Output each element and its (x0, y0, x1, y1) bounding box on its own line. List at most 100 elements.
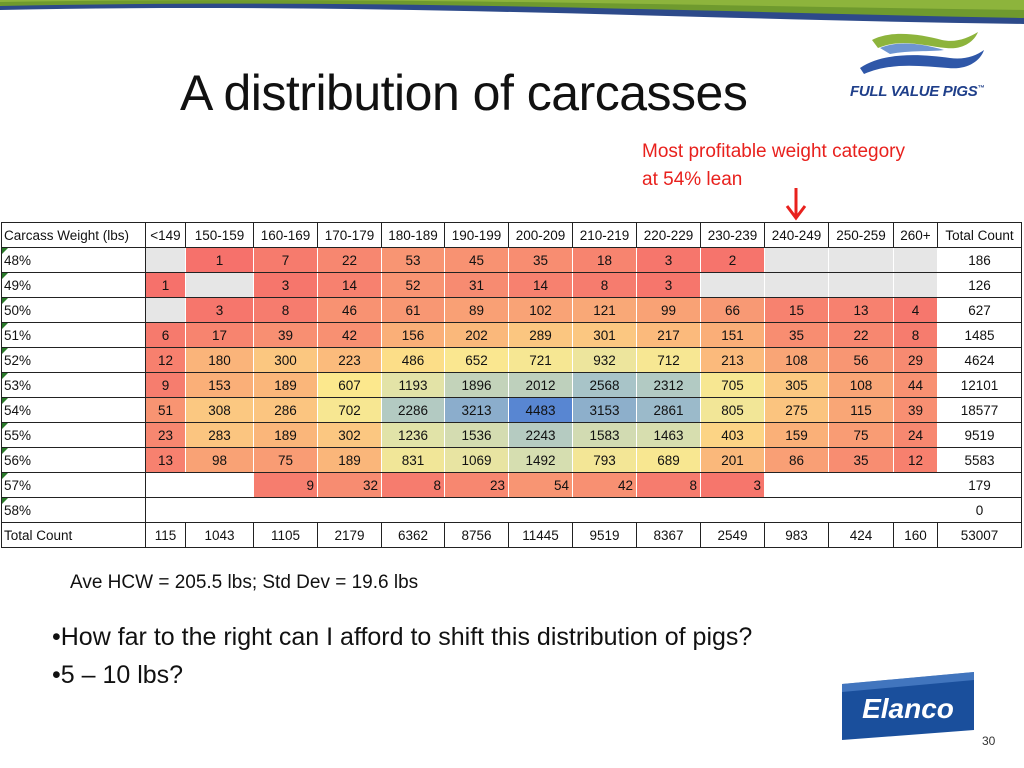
column-header: 230-239 (700, 222, 765, 248)
table-cell: 302 (317, 422, 382, 448)
column-header: 180-189 (381, 222, 445, 248)
table-cell: 35 (828, 447, 894, 473)
table-cell: 22 (828, 322, 894, 348)
table-cell: 156 (381, 322, 445, 348)
column-header: 210-219 (572, 222, 637, 248)
table-row: 52% 12 180 300 223 486 652 721 932 712 213 108 56 29 4… (1, 347, 1022, 373)
table-cell (317, 497, 382, 523)
page-title: A distribution of carcasses (180, 65, 748, 121)
table-cell: 18 (572, 247, 637, 273)
table-cell: 75 (828, 422, 894, 448)
table-cell: 13 (828, 297, 894, 323)
table-cell (828, 247, 894, 273)
table-cell: 275 (764, 397, 829, 423)
table-cell: 54 (508, 472, 573, 498)
column-header: 170-179 (317, 222, 382, 248)
column-total: 424 (828, 522, 894, 548)
table-cell (893, 472, 938, 498)
elanco-logo: Elanco (842, 672, 974, 740)
table-cell: 51 (145, 397, 186, 423)
table-row: 58% 0 (1, 497, 1022, 523)
table-cell (893, 247, 938, 273)
bullet-item: •How far to the right can I afford to sh… (52, 623, 753, 651)
table-cell: 1492 (508, 447, 573, 473)
table-cell: 52 (381, 272, 445, 298)
table-cell: 289 (508, 322, 573, 348)
table-cell: 108 (764, 347, 829, 373)
table-row: 54% 51 308 286 702 2286 3213 4483 3153 2861 805 275… (1, 397, 1022, 423)
callout-note: Most profitable weight category at 54% l… (642, 138, 905, 194)
table-cell (636, 497, 701, 523)
table-cell: 2012 (508, 372, 573, 398)
table-cell: 39 (893, 397, 938, 423)
row-label: 52% (1, 347, 146, 373)
row-total: 0 (937, 497, 1022, 523)
table-cell: 283 (185, 422, 254, 448)
table-cell: 86 (764, 447, 829, 473)
table-cell: 2861 (636, 397, 701, 423)
table-cell: 8 (381, 472, 445, 498)
table-cell: 189 (253, 372, 318, 398)
table-cell (700, 272, 765, 298)
table-cell: 607 (317, 372, 382, 398)
table-cell: 56 (828, 347, 894, 373)
table-cell: 66 (700, 297, 765, 323)
table-cell: 805 (700, 397, 765, 423)
table-cell: 39 (253, 322, 318, 348)
table-cell: 201 (700, 447, 765, 473)
table-cell (893, 272, 938, 298)
table-cell: 1536 (444, 422, 509, 448)
table-cell: 308 (185, 397, 254, 423)
table-cell: 53 (381, 247, 445, 273)
row-label: 50% (1, 297, 146, 323)
table-cell: 9 (253, 472, 318, 498)
table-cell: 99 (636, 297, 701, 323)
table-cell: 89 (444, 297, 509, 323)
table-cell: 6 (145, 322, 186, 348)
row-label: 49% (1, 272, 146, 298)
table-cell: 3 (636, 272, 701, 298)
table-cell (185, 497, 254, 523)
table-cell: 286 (253, 397, 318, 423)
table-cell: 1583 (572, 422, 637, 448)
table-cell: 3153 (572, 397, 637, 423)
table-cell: 301 (572, 322, 637, 348)
table-cell: 180 (185, 347, 254, 373)
table-cell: 102 (508, 297, 573, 323)
table-cell: 12 (145, 347, 186, 373)
footer-label: Total Count (1, 522, 146, 548)
row-total: 9519 (937, 422, 1022, 448)
column-header: 160-169 (253, 222, 318, 248)
table-cell: 652 (444, 347, 509, 373)
column-total: 8756 (444, 522, 509, 548)
table-cell: 8 (572, 272, 637, 298)
row-total: 627 (937, 297, 1022, 323)
table-cell: 23 (444, 472, 509, 498)
table-cell (185, 272, 254, 298)
bullet-item: •5 – 10 lbs? (52, 661, 184, 689)
bullet-list: •How far to the right can I afford to sh… (52, 618, 752, 694)
table-cell: 35 (764, 322, 829, 348)
table-cell: 61 (381, 297, 445, 323)
table-cell: 689 (636, 447, 701, 473)
table-cell (764, 272, 829, 298)
column-header: 190-199 (444, 222, 509, 248)
row-total: 179 (937, 472, 1022, 498)
table-cell: 403 (700, 422, 765, 448)
page-number: 30 (982, 734, 996, 748)
pig-swoosh-icon (860, 32, 984, 74)
table-cell: 1069 (444, 447, 509, 473)
logo-text: FULL VALUE PIGS (850, 83, 978, 100)
table-cell: 2 (700, 247, 765, 273)
row-label: 58% (1, 497, 146, 523)
header-swoosh (0, 0, 1024, 24)
table-cell (828, 472, 894, 498)
callout-line-1: Most profitable weight category (642, 141, 905, 162)
table-cell: 705 (700, 372, 765, 398)
table-cell: 223 (317, 347, 382, 373)
column-header: 240-249 (764, 222, 829, 248)
table-cell: 31 (444, 272, 509, 298)
table-cell: 712 (636, 347, 701, 373)
table-cell (444, 497, 509, 523)
column-total: 8367 (636, 522, 701, 548)
